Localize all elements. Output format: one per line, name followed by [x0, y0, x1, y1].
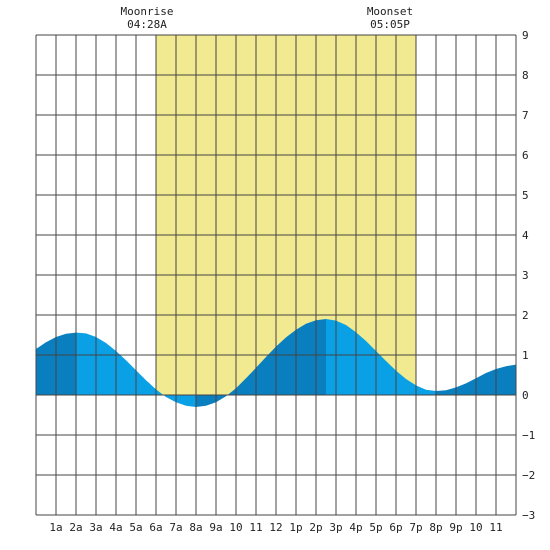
tide-area-segment-4 — [326, 319, 436, 395]
x-tick-label: 11 — [489, 521, 502, 534]
y-tick-label: 4 — [522, 229, 529, 242]
tide-area-segment-2 — [76, 332, 196, 407]
x-tick-label: 12 — [269, 521, 282, 534]
x-tick-label: 6p — [389, 521, 402, 534]
x-tick-label: 2p — [309, 521, 322, 534]
y-tick-label: 1 — [522, 349, 529, 362]
x-tick-label: 8a — [189, 521, 202, 534]
x-tick-label: 10 — [229, 521, 242, 534]
moonrise-time: 04:28A — [127, 18, 167, 31]
y-tick-label: 5 — [522, 189, 529, 202]
y-tick-label: −2 — [522, 469, 535, 482]
x-tick-label: 7p — [409, 521, 422, 534]
x-tick-label: 6a — [149, 521, 162, 534]
x-tick-label: 9a — [209, 521, 222, 534]
x-tick-label: 3p — [329, 521, 342, 534]
x-tick-label: 7a — [169, 521, 182, 534]
x-tick-label: 11 — [249, 521, 262, 534]
daylight-band — [156, 35, 416, 395]
x-tick-label: 4p — [349, 521, 362, 534]
x-tick-label: 10 — [469, 521, 482, 534]
y-tick-label: 0 — [522, 389, 529, 402]
y-tick-label: 2 — [522, 309, 529, 322]
y-tick-label: 9 — [522, 29, 529, 42]
x-tick-label: 5a — [129, 521, 142, 534]
x-tick-label: 1p — [289, 521, 302, 534]
moonrise-label: Moonrise — [121, 5, 174, 18]
x-tick-label: 5p — [369, 521, 382, 534]
y-tick-label: 8 — [522, 69, 529, 82]
y-tick-label: 7 — [522, 109, 529, 122]
tide-area-segment-3 — [196, 319, 326, 407]
y-tick-label: 6 — [522, 149, 529, 162]
y-tick-label: 3 — [522, 269, 529, 282]
x-tick-label: 8p — [429, 521, 442, 534]
moonset-time: 05:05P — [370, 18, 410, 31]
x-tick-label: 9p — [449, 521, 462, 534]
y-tick-label: −3 — [522, 509, 535, 522]
x-tick-label: 1a — [49, 521, 62, 534]
y-tick-label: −1 — [522, 429, 535, 442]
x-tick-label: 4a — [109, 521, 122, 534]
x-tick-label: 2a — [69, 521, 82, 534]
moonset-label: Moonset — [367, 5, 413, 18]
x-tick-label: 3a — [89, 521, 102, 534]
